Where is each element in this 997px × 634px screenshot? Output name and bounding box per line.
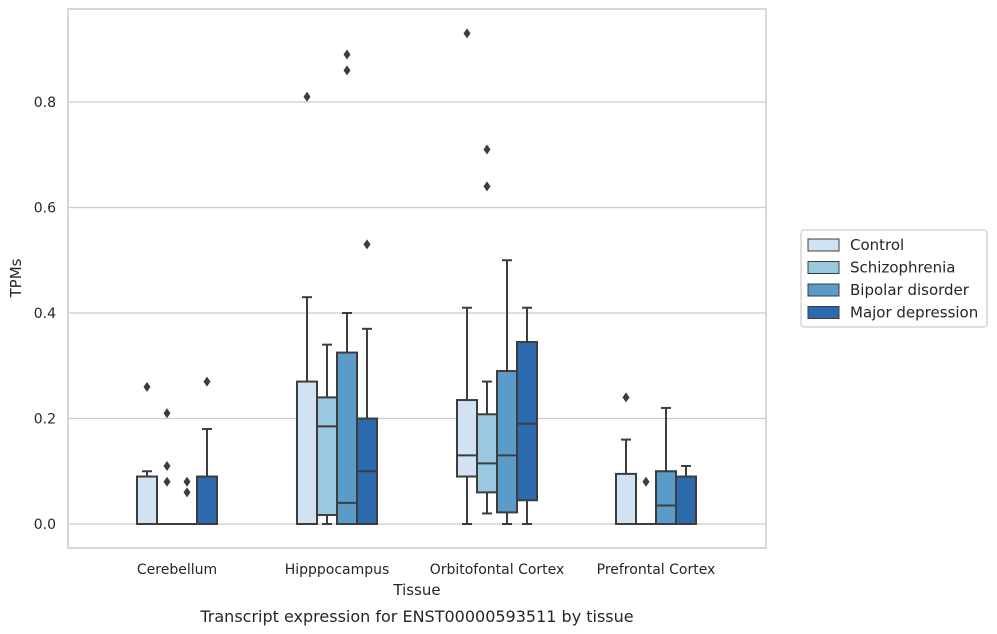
- legend-label: Schizophrenia: [850, 259, 955, 277]
- y-tick-label: 0.2: [34, 412, 56, 428]
- legend-swatch: [807, 238, 840, 252]
- box-body: [615, 472, 637, 526]
- outlier-point: [203, 376, 211, 387]
- box-body: [316, 396, 338, 517]
- outlier-point: [622, 392, 630, 403]
- box: [496, 259, 518, 525]
- x-tick-label: Hipppocampus: [285, 562, 390, 578]
- box: [196, 376, 218, 525]
- box: [316, 343, 338, 525]
- box: [176, 476, 198, 526]
- legend-label: Control: [850, 236, 904, 254]
- box: [516, 306, 538, 525]
- box: [296, 91, 318, 526]
- outlier-point: [483, 144, 491, 155]
- y-tick-label: 0.8: [34, 95, 56, 111]
- box: [456, 28, 478, 525]
- box: [655, 406, 677, 525]
- legend: Control Schizophrenia Bipolar disorder Majo…: [800, 229, 988, 328]
- box-body: [476, 413, 498, 494]
- x-tick-label: Cerebellum: [137, 562, 217, 578]
- legend-label: Major depression: [850, 304, 978, 322]
- box-body: [136, 475, 158, 525]
- y-tick-label: 0.6: [34, 201, 56, 217]
- outlier-point: [343, 65, 351, 76]
- outlier-point: [163, 408, 171, 419]
- outlier-point: [163, 460, 171, 471]
- y-tick-label: 0.0: [34, 517, 56, 533]
- outlier-point: [642, 476, 650, 487]
- plot-frame: [67, 8, 767, 549]
- outlier-point: [143, 381, 151, 392]
- outlier-point: [463, 28, 471, 39]
- x-tick-label: Orbitofontal Cortex: [430, 562, 565, 578]
- box-body: [516, 341, 538, 502]
- y-tick-labels: 0.0 0.2 0.4 0.6 0.8: [34, 95, 56, 533]
- box-series-group: [136, 28, 697, 526]
- box: [476, 144, 498, 515]
- box-body: [675, 475, 697, 525]
- box-body: [196, 475, 218, 525]
- box-body: [296, 380, 318, 526]
- x-axis-label: Tissue: [392, 581, 440, 599]
- chart-caption: Transcript expression for ENST0000059351…: [199, 607, 633, 626]
- box: [675, 464, 697, 525]
- box: [356, 239, 378, 525]
- legend-frame: [800, 229, 988, 328]
- outlier-point: [183, 487, 191, 498]
- outlier-point: [343, 49, 351, 60]
- outlier-point: [483, 181, 491, 192]
- box: [336, 49, 358, 525]
- x-tick-label: Prefrontal Cortex: [597, 562, 716, 578]
- y-axis-label: TPMs: [7, 258, 25, 298]
- legend-swatch: [807, 283, 840, 297]
- outlier-point: [363, 239, 371, 250]
- outlier-point: [183, 476, 191, 487]
- legend-swatch: [807, 306, 840, 319]
- gridlines: [68, 101, 766, 525]
- outlier-point: [303, 91, 311, 102]
- box-body: [336, 351, 358, 525]
- box: [136, 381, 158, 525]
- legend-label: Bipolar disorder: [850, 281, 970, 299]
- box: [156, 408, 178, 526]
- box: [635, 476, 657, 526]
- x-tick-labels: Cerebellum Hipppocampus Orbitofontal Corte…: [137, 562, 715, 578]
- box: [615, 392, 637, 526]
- outlier-point: [163, 476, 171, 487]
- legend-swatch: [807, 261, 840, 274]
- box-body: [496, 370, 518, 514]
- y-tick-label: 0.4: [34, 306, 56, 322]
- box-body: [655, 470, 677, 525]
- box-body: [456, 399, 478, 478]
